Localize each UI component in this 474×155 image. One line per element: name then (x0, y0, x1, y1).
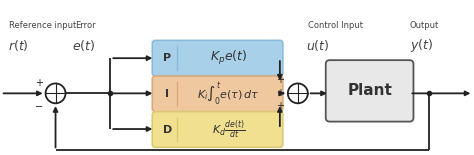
Text: D: D (163, 124, 172, 135)
Text: +: + (276, 101, 284, 111)
Text: +: + (276, 75, 284, 85)
Text: $r(t)$: $r(t)$ (8, 38, 29, 53)
Text: Output: Output (410, 21, 439, 30)
Text: $K_d \frac{de(t)}{dt}$: $K_d \frac{de(t)}{dt}$ (212, 118, 245, 141)
Text: +: + (276, 88, 284, 98)
Circle shape (46, 83, 65, 103)
Text: P: P (163, 53, 171, 63)
Text: Reference input: Reference input (9, 21, 76, 30)
Text: Control Input: Control Input (308, 21, 363, 30)
Text: $y(t)$: $y(t)$ (410, 37, 433, 54)
Text: Plant: Plant (347, 83, 392, 98)
FancyBboxPatch shape (152, 112, 283, 147)
Text: I: I (165, 89, 169, 99)
Text: $e(t)$: $e(t)$ (72, 38, 95, 53)
Text: Error: Error (75, 21, 96, 30)
Text: +: + (35, 78, 43, 88)
Text: $K_p e(t)$: $K_p e(t)$ (210, 49, 247, 67)
Circle shape (288, 83, 308, 103)
Text: $K_i\int_0^t e(\tau)\,d\tau$: $K_i\int_0^t e(\tau)\,d\tau$ (197, 80, 260, 108)
Text: $u(t)$: $u(t)$ (306, 38, 329, 53)
Text: −: − (35, 102, 43, 112)
FancyBboxPatch shape (152, 76, 283, 112)
FancyBboxPatch shape (326, 60, 413, 122)
FancyBboxPatch shape (152, 40, 283, 76)
